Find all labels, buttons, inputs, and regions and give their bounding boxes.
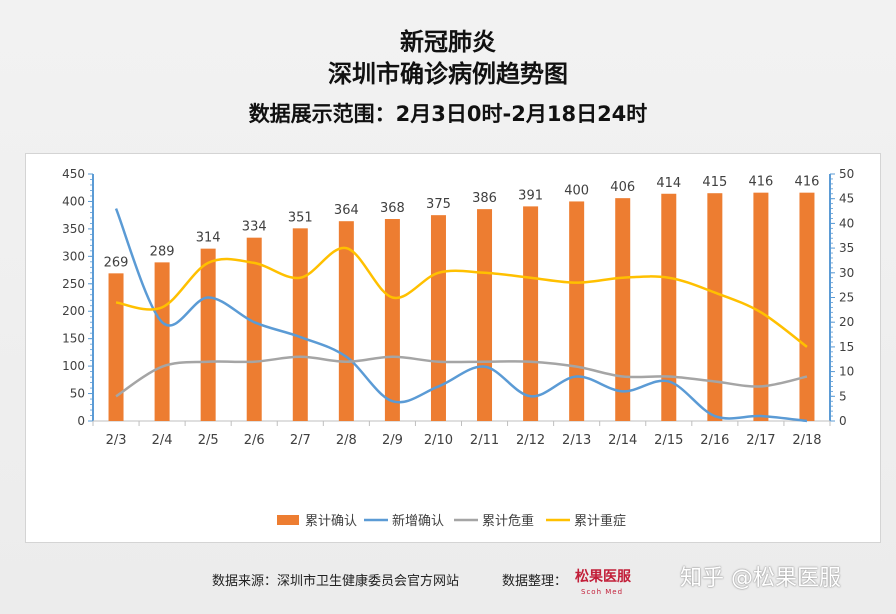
bar-data-label: 416 xyxy=(795,175,820,190)
y-left-tick-label: 100 xyxy=(62,359,85,373)
y-left-tick-label: 0 xyxy=(77,414,85,428)
line-new-confirmed xyxy=(114,208,808,423)
x-tick-label: 2/12 xyxy=(516,433,545,448)
y-right-tick-label: 20 xyxy=(839,315,854,329)
bar-cumulative-confirmed xyxy=(154,262,170,421)
bar-cumulative-confirmed xyxy=(661,193,677,421)
y-right-tick-label: 30 xyxy=(839,266,854,280)
y-right-tick-label: 45 xyxy=(839,192,854,206)
bar-cumulative-confirmed xyxy=(707,193,723,421)
x-tick-label: 2/16 xyxy=(700,433,729,448)
bar-data-label: 269 xyxy=(104,255,129,270)
x-tick-label: 2/7 xyxy=(290,433,311,448)
bar-data-label: 406 xyxy=(610,180,635,195)
bar-data-label: 391 xyxy=(518,188,543,203)
bar-cumulative-confirmed xyxy=(338,221,354,421)
data-source-text: 数据来源：深圳市卫生健康委员会官方网站 xyxy=(212,574,460,589)
legend-label: 累计重症 xyxy=(574,513,626,529)
bar-cumulative-confirmed xyxy=(569,201,585,421)
legend-label: 累计确认 xyxy=(305,514,357,529)
bar-cumulative-confirmed xyxy=(615,198,631,421)
bar-data-label: 414 xyxy=(656,176,681,191)
chart-svg: 0 50 100 150 200 250 300 350 400 450 0 5 10 15 20 25 30 3… xyxy=(62,167,854,529)
bar-cumulative-confirmed xyxy=(246,237,262,421)
logo-subtext: Scoh Med xyxy=(581,588,624,596)
x-tick-label: 2/14 xyxy=(608,433,637,448)
x-tick-label: 2/8 xyxy=(336,433,357,448)
x-tick-label: 2/3 xyxy=(106,433,127,448)
y-left-tick-label: 400 xyxy=(62,194,85,208)
bar-cumulative-confirmed xyxy=(108,273,124,421)
x-tick-label: 2/5 xyxy=(198,433,219,448)
chart-subtitle: 数据展示范围：2月3日0时-2月18日24时 xyxy=(248,102,648,126)
y-left-tick-label: 450 xyxy=(62,167,85,181)
x-tick-label: 2/10 xyxy=(424,433,453,448)
x-tick-label: 2/17 xyxy=(746,433,775,448)
x-tick-label: 2/15 xyxy=(654,433,683,448)
y-left-tick-label: 350 xyxy=(62,222,85,236)
compiled-by-label: 数据整理： xyxy=(502,574,568,589)
bar-data-label: 314 xyxy=(196,231,221,246)
y-right-tick-label: 40 xyxy=(839,216,854,230)
bar-data-label: 375 xyxy=(426,197,451,212)
bar-data-label: 364 xyxy=(334,203,359,218)
y-left-tick-label: 250 xyxy=(62,277,85,291)
y-right-tick-label: 5 xyxy=(839,389,847,403)
y-right-tick-label: 50 xyxy=(839,167,854,181)
bar-data-label: 289 xyxy=(150,244,175,259)
bar-cumulative-confirmed xyxy=(799,192,815,421)
chart-panel: 0 50 100 150 200 250 300 350 400 450 0 5 10 15 20 25 30 3… xyxy=(25,153,881,543)
y-left-tick-label: 200 xyxy=(62,304,85,318)
bar-data-label: 351 xyxy=(288,210,313,225)
y-right-tick-label: 10 xyxy=(839,365,854,379)
bar-cumulative-confirmed xyxy=(753,192,769,421)
bar-data-label: 334 xyxy=(242,220,267,235)
chart-title-line2: 深圳市确诊病例趋势图 xyxy=(328,60,568,88)
logo-text: 松果医服 xyxy=(575,569,631,585)
bar-cumulative-confirmed xyxy=(292,228,308,421)
y-right-tick-label: 15 xyxy=(839,340,854,354)
y-left-tick-label: 50 xyxy=(70,387,85,401)
line-cumulative-critical xyxy=(115,355,808,398)
y-right-tick-label: 0 xyxy=(839,414,847,428)
y-left-tick-label: 300 xyxy=(62,249,85,263)
bar-cumulative-confirmed xyxy=(200,248,216,421)
x-tick-label: 2/11 xyxy=(470,433,499,448)
chart-title-line1: 新冠肺炎 xyxy=(400,28,496,56)
legend-label: 累计危重 xyxy=(482,513,534,529)
legend-label: 新增确认 xyxy=(392,513,444,529)
bar-cumulative-confirmed xyxy=(477,209,493,421)
y-right-tick-label: 25 xyxy=(839,291,854,305)
x-tick-label: 2/9 xyxy=(382,433,403,448)
y-right-tick-label: 35 xyxy=(839,241,854,255)
x-tick-label: 2/6 xyxy=(244,433,265,448)
bar-cumulative-confirmed xyxy=(523,206,539,421)
bar-data-label: 386 xyxy=(472,191,497,206)
legend-swatch xyxy=(277,515,299,525)
bar-cumulative-confirmed xyxy=(384,219,400,421)
bar-cumulative-confirmed xyxy=(430,215,446,421)
line-cumulative-severe xyxy=(115,246,808,348)
x-tick-label: 2/4 xyxy=(152,433,173,448)
x-tick-label: 2/18 xyxy=(792,433,821,448)
bar-data-label: 368 xyxy=(380,201,405,216)
y-left-tick-label: 150 xyxy=(62,332,85,346)
bar-data-label: 415 xyxy=(702,175,727,190)
songguo-logo: 松果医服 Scoh Med xyxy=(575,566,655,602)
x-tick-label: 2/13 xyxy=(562,433,591,448)
bar-data-label: 416 xyxy=(748,175,773,190)
bar-data-label: 400 xyxy=(564,183,589,198)
zhihu-watermark: 知乎 @松果医服 xyxy=(680,566,841,591)
